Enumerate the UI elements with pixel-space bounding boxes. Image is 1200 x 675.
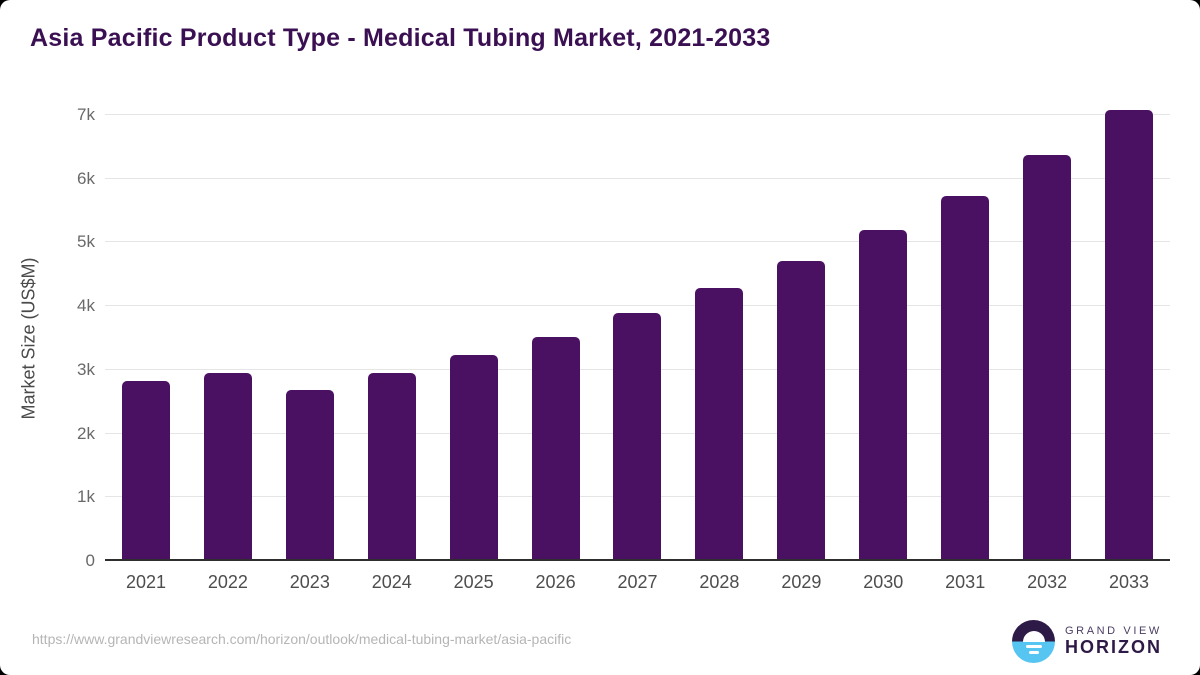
plot-area — [105, 110, 1170, 561]
horizon-sun-icon — [1012, 620, 1055, 663]
bar-2028[interactable] — [695, 288, 744, 561]
y-tick-label: 7k — [77, 105, 95, 124]
bar-2032[interactable] — [1023, 155, 1072, 561]
x-tick-label-2028: 2028 — [699, 572, 740, 592]
bar-slot — [105, 115, 187, 561]
gridline — [105, 241, 1170, 243]
bar-2026[interactable] — [531, 336, 580, 561]
x-axis-labels: 2021 2022 2023 2024 2025 2026 2027 2028 2029 2030… — [105, 572, 1170, 593]
bar-slot — [678, 115, 760, 561]
x-tick-label-2031: 2031 — [945, 572, 986, 592]
logo-bottom-text: HORIZON — [1065, 637, 1162, 658]
y-tick-label: 1k — [77, 487, 95, 507]
bar-slot — [1006, 115, 1088, 561]
bar-slot — [597, 115, 679, 561]
y-tick-label: 2k — [77, 423, 95, 443]
x-tick-label-2030: 2030 — [863, 572, 904, 592]
y-tick-label: 4k — [77, 296, 95, 316]
bar-2022[interactable] — [203, 373, 252, 561]
x-tick-label-2029: 2029 — [781, 572, 822, 592]
y-axis-ticks: 0 1k 2k 3k 4k 5k 6k 7k — [40, 105, 95, 570]
x-tick-label-2033: 2033 — [1109, 572, 1150, 592]
x-tick-label-2025: 2025 — [453, 572, 494, 592]
sun-reflection-line — [1028, 650, 1039, 654]
y-tick-label: 6k — [77, 168, 95, 188]
bars-row — [105, 110, 1170, 561]
bar-slot — [187, 115, 269, 561]
gridline — [105, 114, 1170, 115]
sun-dome-shape — [1022, 630, 1045, 642]
bar-slot — [269, 115, 351, 561]
x-tick-label-2032: 2032 — [1027, 572, 1068, 592]
bar-2024[interactable] — [367, 373, 416, 561]
bar-2025[interactable] — [449, 354, 498, 561]
bar-slot — [924, 115, 1006, 561]
x-tick-label-2022: 2022 — [207, 572, 248, 592]
bar-slot — [842, 115, 924, 561]
bar-2031[interactable] — [941, 195, 990, 561]
bar-slot — [515, 115, 597, 561]
gridline — [105, 177, 1170, 179]
y-tick-label: 5k — [77, 232, 95, 252]
x-axis-line — [105, 559, 1170, 561]
y-axis-label: Market Size (US$M) — [18, 256, 39, 420]
bar-2021[interactable] — [121, 381, 170, 561]
logo-top-text: GRAND VIEW — [1065, 624, 1162, 637]
bar-slot — [1088, 110, 1170, 561]
x-tick-label-2027: 2027 — [617, 572, 658, 592]
source-url: https://www.grandviewresearch.com/horizo… — [32, 631, 572, 647]
bar-2029[interactable] — [777, 261, 826, 561]
x-tick-label-2024: 2024 — [371, 572, 412, 592]
y-tick-label: 0 — [85, 551, 95, 570]
sun-reflection-line — [1025, 644, 1042, 648]
bar-2023[interactable] — [285, 389, 334, 561]
gridline — [105, 305, 1170, 307]
bar-2030[interactable] — [859, 230, 908, 561]
x-tick-label-2026: 2026 — [535, 572, 576, 592]
logo-text: GRAND VIEW HORIZON — [1065, 625, 1162, 658]
bar-slot — [760, 115, 842, 561]
y-tick-label: 3k — [77, 359, 95, 379]
x-tick-label-2021: 2021 — [125, 572, 166, 592]
bar-slot — [433, 115, 515, 561]
chart-title: Asia Pacific Product Type - Medical Tubi… — [30, 24, 771, 52]
bar-2033[interactable] — [1105, 110, 1154, 561]
bar-2027[interactable] — [613, 313, 662, 561]
x-tick-label-2023: 2023 — [289, 572, 330, 592]
bar-slot — [351, 115, 433, 561]
grandview-horizon-logo[interactable]: GRAND VIEW HORIZON — [1012, 620, 1162, 663]
